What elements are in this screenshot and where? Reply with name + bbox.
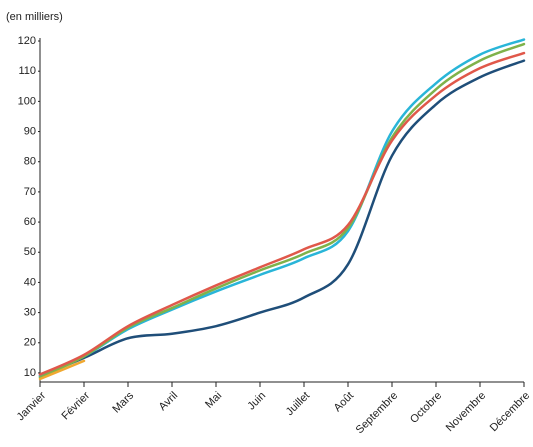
y-tick-label: 100	[18, 95, 36, 107]
y-tick-label: 40	[24, 276, 36, 288]
y-tick-label: 50	[24, 246, 36, 258]
x-tick-label: Septembre	[354, 390, 401, 437]
x-tick-label: Mars	[110, 389, 136, 415]
x-tick-label: Novembre	[444, 390, 488, 434]
x-tick-label: Mai	[203, 390, 224, 411]
y-tick-label: 60	[24, 216, 36, 228]
x-tick-label: Juillet	[284, 390, 312, 418]
x-tick-label: Février	[59, 389, 92, 422]
y-tick-label: 110	[18, 65, 36, 77]
y-tick-label: 80	[24, 156, 36, 168]
y-axis-label: (en milliers)	[6, 11, 63, 23]
y-tick-label: 120	[18, 35, 36, 47]
y-tick-label: 20	[24, 337, 36, 349]
y-tick-label: 90	[24, 125, 36, 137]
series-line	[38, 42, 526, 379]
series-line	[38, 38, 526, 378]
series-line	[38, 59, 526, 378]
x-tick-label: Janvier	[15, 389, 49, 423]
y-tick-label: 10	[24, 367, 36, 379]
y-tick-label: 70	[24, 186, 36, 198]
x-tick-label: Juin	[245, 390, 268, 413]
x-tick-label: Août	[332, 390, 356, 414]
x-tick-label: Décembre	[488, 390, 532, 434]
y-tick-label: 30	[24, 307, 36, 319]
series-line	[38, 359, 86, 381]
series-line	[38, 51, 526, 376]
x-tick-label: Octobre	[408, 390, 444, 426]
x-tick-label: Avril	[157, 390, 180, 413]
